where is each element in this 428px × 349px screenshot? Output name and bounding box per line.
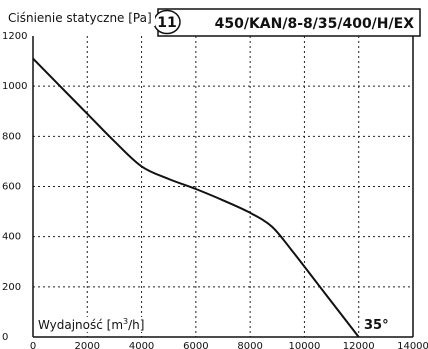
x-tick-label: 4000 — [129, 341, 154, 349]
y-axis-label: Ciśnienie statyczne [Pa] — [8, 11, 152, 25]
grid — [32, 36, 414, 338]
x-tick-label: 10000 — [289, 341, 321, 349]
y-tick-label: 400 — [2, 232, 21, 243]
x-tick-label: 0 — [30, 341, 36, 349]
x-tick-label: 14000 — [397, 341, 428, 349]
y-tick-label: 1000 — [2, 81, 27, 92]
x-tick-label: 8000 — [237, 341, 262, 349]
x-tick-label: 6000 — [183, 341, 208, 349]
y-axis-label-bg — [7, 10, 155, 26]
series-line — [32, 57, 360, 338]
model-title: 450/KAN/8-8/35/400/H/EX — [215, 16, 415, 32]
y-tick-label: 600 — [2, 182, 21, 193]
y-tick-label: 800 — [2, 131, 21, 142]
y-tick-label: 0 — [2, 332, 8, 343]
y-tick-label: 1200 — [2, 31, 27, 42]
angle-label-bg — [362, 315, 392, 331]
angle-label: 35° — [364, 318, 389, 333]
x-tick-label: 2000 — [75, 341, 100, 349]
header-band — [157, 8, 421, 37]
series-curve-group — [32, 57, 360, 338]
y-tick-label: 200 — [2, 282, 21, 293]
x-axis-label: Wydajność [m3/h] — [38, 317, 144, 332]
x-tick-label: 12000 — [343, 341, 375, 349]
model-badge: 11 — [157, 15, 176, 31]
x-axis-label-bg — [36, 317, 148, 332]
